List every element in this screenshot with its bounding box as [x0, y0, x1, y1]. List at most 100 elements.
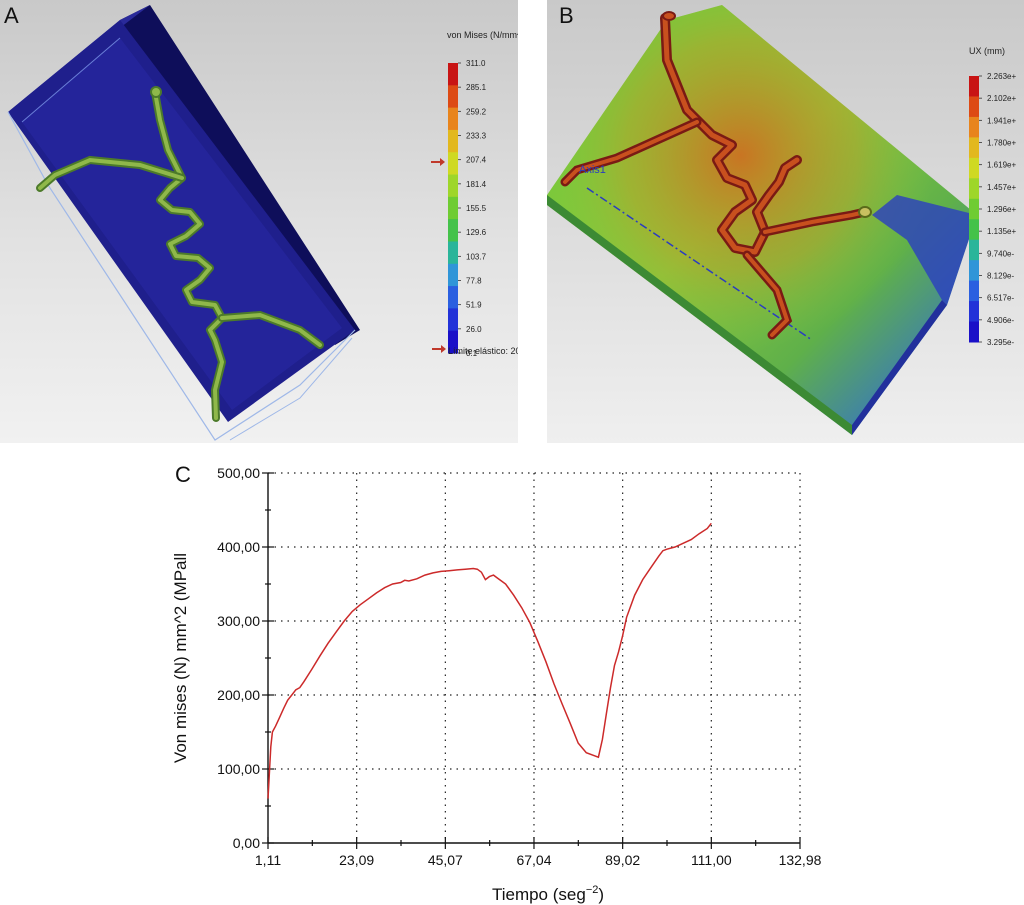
limit-arrow-icon [432, 345, 446, 353]
legend-color-swatch [969, 239, 979, 261]
chart-grid [268, 472, 801, 843]
wireframe-outline [7, 111, 356, 441]
panel-a-legend: 311.0 285.1 259.2 233.3 207.4 181.4 155.5 129.6… [448, 59, 487, 358]
legend-tick-label: 6.517e- [987, 294, 1014, 303]
legend-color-swatch [448, 286, 458, 309]
axis-label: Axis1 [579, 164, 606, 176]
x-tick-label: 132,98 [779, 852, 822, 868]
legend-tick-label: 207.4 [466, 156, 487, 165]
legend-color-swatch [969, 137, 979, 159]
panel-b-legend-title: UX (mm) [969, 46, 1005, 56]
x-tick-label: 111,00 [691, 852, 732, 868]
legend-tick-label: 259.2 [466, 107, 487, 116]
legend-tick-label: 155.5 [466, 204, 487, 213]
legend-tick-label: 3.295e- [987, 338, 1014, 347]
channel-bottom [745, 253, 790, 337]
panel-a-letter: A [4, 3, 19, 28]
legend-color-swatch [448, 85, 458, 109]
y-tick-label: 0,00 [233, 835, 260, 851]
y-tick-label: 100,00 [217, 761, 260, 777]
legend-color-swatch [969, 96, 979, 118]
legend-tick-label: 1.619e+ [987, 161, 1016, 170]
channel-left-branch [38, 157, 184, 190]
legend-tick-label: 285.1 [466, 83, 487, 92]
wireframe-bottom [229, 337, 353, 441]
channel-right-branch [220, 312, 322, 347]
legend-tick-label: 1.457e+ [987, 183, 1016, 192]
channel-path [153, 90, 224, 420]
panel-a-legend-title: von Mises (N/mm^2 (M [447, 30, 518, 40]
block-right-front-edge [852, 300, 947, 435]
legend-tick-label: 1.296e+ [987, 205, 1016, 214]
legend-tick-label: 2.102e+ [987, 94, 1016, 103]
panel-b-letter: B [559, 3, 574, 28]
legend-color-swatch [448, 308, 458, 332]
y-tick-label: 200,00 [217, 687, 260, 703]
legend-tick-label: 103.7 [466, 252, 487, 261]
x-tick-label: 45,07 [428, 852, 463, 868]
legend-color-swatch [448, 107, 458, 131]
block-cut-face [872, 195, 977, 305]
wireframe-edge [21, 37, 121, 123]
legend-tick-label: 8.129e- [987, 272, 1014, 281]
legend-tick-label: 311.0 [466, 59, 486, 68]
x-tick-label: 89,02 [605, 852, 640, 868]
legend-color-swatch [448, 241, 458, 265]
y-tick-label: 400,00 [217, 539, 260, 555]
yield-marker-arrow-icon [431, 158, 445, 166]
von-mises-series-line [267, 522, 712, 799]
channel-port-right [858, 206, 872, 218]
legend-tick-label: 4.906e- [987, 316, 1014, 325]
chart-tick-labels: 1,11 23,09 45,07 67,04 89,02 111,00 132,98 0,00… [217, 465, 821, 868]
legend-tick-label: 181.4 [466, 180, 487, 189]
channel-port-top [662, 11, 676, 21]
legend-color-swatch [969, 280, 979, 302]
channel-path [662, 15, 800, 255]
block-front-edge [547, 195, 852, 435]
legend-color-swatch [448, 330, 458, 354]
legend-tick-label: 1.135e+ [987, 227, 1016, 236]
panel-b: Axis1 B UX (mm) 2.263e+ 2.102e+ 1.941e+ 1.7… [547, 0, 1024, 443]
y-tick-label: 300,00 [217, 613, 260, 629]
legend-color-swatch [969, 76, 979, 97]
legend-color-swatch [969, 178, 979, 200]
legend-color-swatch [969, 260, 979, 282]
legend-tick-label: 77.8 [466, 277, 482, 286]
channel-port-top [150, 86, 162, 98]
yield-limit-label: Límite elástico: 207.0 [448, 346, 518, 356]
panel-c-letter: C [175, 462, 191, 487]
legend-tick-label: 0.1 [466, 349, 478, 358]
legend-color-swatch [448, 129, 458, 153]
channel-left [563, 120, 699, 184]
legend-tick-label: 233.3 [466, 132, 487, 141]
legend-color-swatch [448, 196, 458, 220]
x-tick-label: 67,04 [516, 852, 551, 868]
legend-tick-label: 51.9 [466, 301, 482, 310]
legend-tick-label: 1.941e+ [987, 116, 1016, 125]
legend-color-swatch [448, 174, 458, 198]
panel-b-model [547, 5, 977, 435]
legend-color-swatch [969, 198, 979, 220]
legend-tick-label: 1.780e+ [987, 139, 1016, 148]
x-tick-label: 23,09 [339, 852, 374, 868]
legend-color-swatch [969, 219, 979, 241]
legend-tick-label: 129.6 [466, 228, 487, 237]
panel-a-model [7, 5, 360, 441]
legend-tick-label: 9.740e- [987, 249, 1014, 258]
legend-color-swatch [448, 152, 458, 176]
chart-axes [262, 472, 801, 849]
legend-color-swatch [969, 321, 979, 343]
legend-tick-label: 2.263e+ [987, 72, 1016, 81]
panel-a: A von Mises (N/mm^2 (M 311.0 285.1 259.2 23… [0, 0, 518, 443]
legend-color-swatch [969, 116, 979, 138]
panel-b-legend: 2.263e+ 2.102e+ 1.941e+ 1.780e+ 1.619e+ 1.457… [969, 72, 1016, 347]
x-axis-label: Tiempo (seg−2) [492, 884, 604, 904]
axis-line [586, 187, 813, 341]
legend-color-swatch [448, 219, 458, 242]
legend-color-swatch [448, 63, 458, 86]
legend-color-swatch [969, 301, 979, 323]
y-tick-label: 500,00 [217, 465, 260, 481]
x-tick-label: 1,11 [255, 852, 281, 868]
legend-color-swatch [969, 157, 979, 179]
legend-color-swatch [448, 263, 458, 287]
